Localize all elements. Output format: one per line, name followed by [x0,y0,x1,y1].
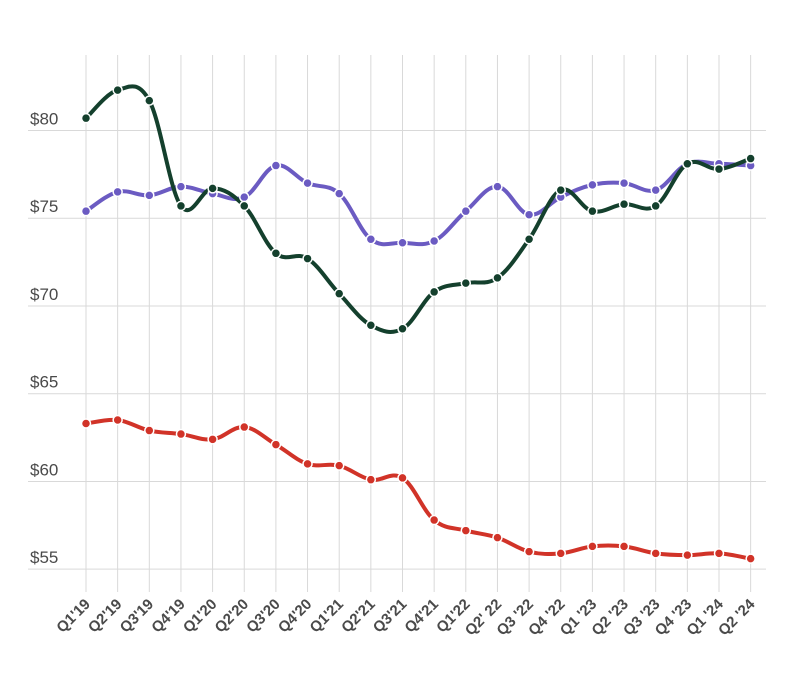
x-tick-label: Q1'19 [53,596,93,636]
data-point [80,205,92,217]
data-point [365,234,377,245]
data-point [618,198,630,210]
data-point [112,414,123,426]
data-point [745,153,756,164]
x-tick-label: Q2'19 [85,596,125,636]
data-point [492,181,503,192]
data-point [144,425,155,436]
x-tick-label: Q2 '24 [715,595,759,639]
data-point [397,472,408,484]
y-tick-label: $70 [30,285,58,304]
x-tick-label: Q1'20 [180,596,220,636]
data-point [80,418,92,429]
x-axis: Q1'19Q2'19Q3'19Q4'19Q1'20Q2'20Q3'20Q4'20… [53,595,759,639]
y-tick-label: $80 [30,109,58,128]
data-point [333,188,345,199]
data-point [650,548,661,559]
data-point [397,237,408,249]
data-point [650,200,661,212]
data-point [270,160,282,171]
data-point [333,460,345,471]
data-point [682,158,693,170]
data-point [175,200,187,212]
data-point [492,272,503,284]
data-point [745,553,756,564]
data-point [682,549,693,561]
data-point [144,190,155,201]
y-tick-label: $60 [30,460,58,479]
x-tick-label: Q3'20 [243,596,283,636]
series-points [80,84,756,564]
x-tick-label: Q3'19 [117,596,157,636]
data-point [460,277,472,289]
data-point [365,320,377,331]
data-point [365,474,377,485]
data-point [207,434,218,445]
data-point [239,191,250,203]
data-point [397,323,408,335]
data-point [112,186,123,198]
data-point [239,200,250,212]
x-tick-label: Q2'21 [338,596,378,636]
series-line-2 [84,84,753,334]
data-point [428,286,440,298]
data-point [618,177,630,189]
data-point [428,235,440,247]
x-tick-label: Q3'21 [370,596,410,636]
data-point [333,288,345,299]
data-point [175,428,187,440]
data-point [523,546,535,557]
series-lines [84,84,753,561]
x-tick-label: Q4'19 [148,596,188,636]
y-tick-label: $65 [30,373,58,392]
data-point [270,248,282,259]
data-point [713,548,725,559]
data-point [587,205,598,217]
data-point [144,95,155,106]
data-point [302,253,313,264]
data-point [302,458,313,470]
series-line-1 [84,159,753,247]
data-point [175,181,187,192]
data-point [650,184,661,196]
data-point [207,183,218,194]
data-point [460,205,472,217]
data-point [555,184,566,196]
series-line-3 [84,417,753,561]
data-point [523,209,535,220]
data-point [713,163,725,175]
data-point [460,525,472,536]
y-axis: $55 $60 $65 $70 $75 $80 [30,109,58,567]
data-point [492,532,503,543]
data-point [302,177,313,189]
grid [28,55,766,592]
y-tick-label: $75 [30,197,58,216]
x-tick-label: Q4'21 [401,596,441,636]
data-point [618,541,630,552]
x-tick-label: Q4'20 [275,596,315,636]
y-tick-label: $55 [30,548,58,567]
data-point [112,84,123,96]
data-point [587,541,598,552]
data-point [555,548,566,559]
data-point [239,421,250,433]
data-point [587,179,598,191]
data-point [270,439,282,450]
data-point [80,112,92,124]
x-tick-label: Q1'21 [307,596,347,636]
x-tick-label: Q2'20 [212,596,252,636]
data-point [428,514,440,526]
data-point [523,234,535,245]
